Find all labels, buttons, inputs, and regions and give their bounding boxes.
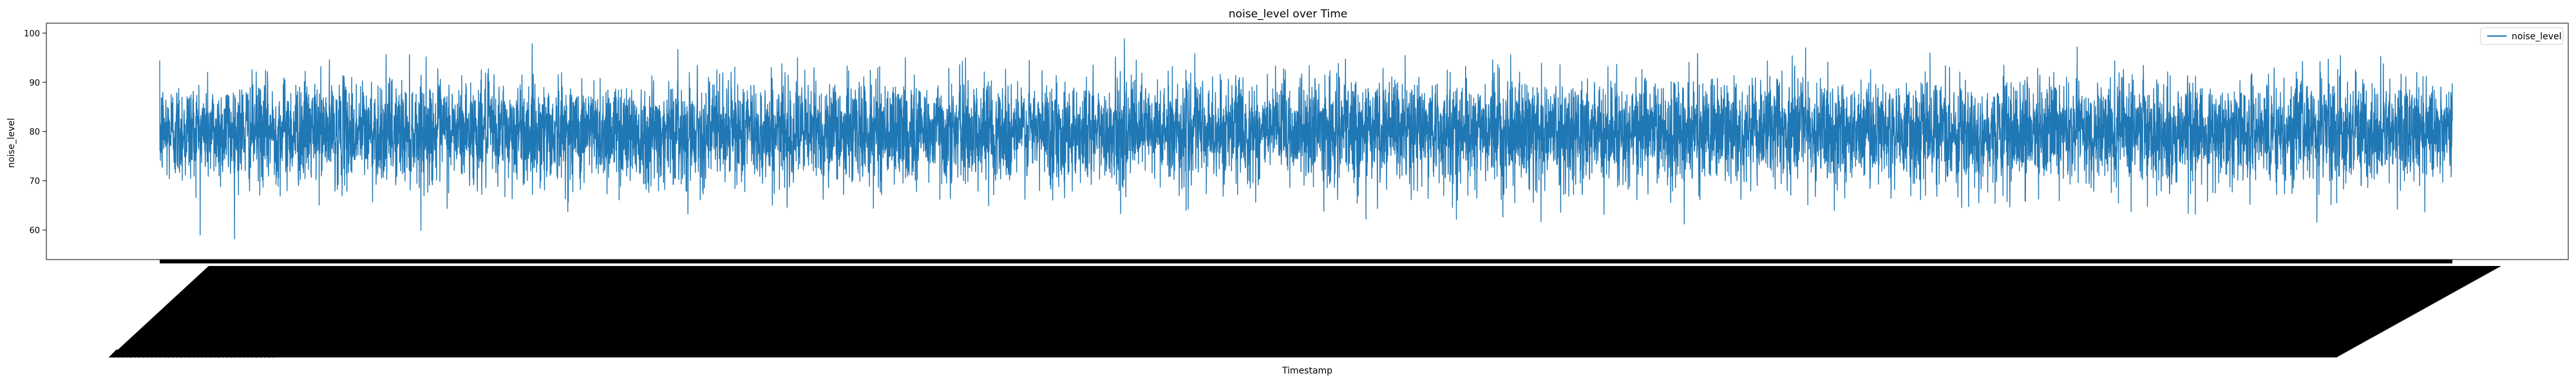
x-axis	[109, 260, 2501, 358]
x-tick-label	[234, 349, 243, 358]
legend-label: noise_level	[2512, 32, 2562, 42]
x-tick-label	[205, 349, 214, 358]
legend: noise_level	[2480, 27, 2564, 45]
x-tick-label	[171, 349, 181, 358]
x-axis-label: Timestamp	[1282, 366, 1332, 376]
x-tick-label	[113, 349, 122, 358]
x-tick-label	[142, 349, 151, 358]
x-tick-label	[184, 349, 193, 358]
x-tick-label	[180, 349, 189, 358]
x-tick-label	[243, 349, 252, 358]
y-axis-label: noise_level	[6, 118, 17, 168]
x-tick-label	[176, 349, 185, 358]
x-tick-label	[151, 349, 160, 358]
x-tick-label	[226, 349, 235, 358]
x-tick-label	[218, 349, 227, 358]
chart-title: noise_level over Time	[1229, 8, 1347, 21]
x-tick-label	[193, 349, 202, 358]
x-tick-label	[126, 349, 135, 358]
x-tick-label	[263, 349, 273, 358]
x-tick-label	[238, 349, 248, 358]
x-tick-label	[209, 349, 218, 358]
plot-area	[159, 38, 2453, 240]
y-tick-label: 80	[29, 128, 40, 137]
plot-frame	[46, 23, 2569, 260]
y-tick-label: 70	[29, 177, 40, 187]
x-tick-label	[230, 349, 240, 358]
x-tick-label	[146, 349, 156, 358]
x-tick-label	[247, 349, 256, 358]
x-tick-label	[260, 349, 269, 358]
x-tick-label	[121, 349, 131, 358]
x-tick-label	[129, 349, 139, 358]
x-tick-label	[159, 349, 168, 358]
x-tick-label	[188, 349, 198, 358]
x-tick-label	[109, 349, 118, 358]
x-tick-label	[134, 349, 143, 358]
x-tick-marks	[160, 260, 2452, 263]
x-tick-label	[251, 349, 260, 358]
x-tick-label	[138, 349, 147, 358]
series-line-noise-level	[159, 38, 2453, 240]
x-tick-label	[167, 349, 176, 358]
x-tick-labels-overlap	[109, 266, 2501, 357]
x-tick-label	[213, 349, 223, 358]
legend-box	[2480, 27, 2564, 45]
x-tick-label	[201, 349, 210, 358]
x-tick-label	[117, 349, 126, 358]
y-tick-label: 100	[24, 29, 40, 39]
y-axis: 60 70 80 90 100	[24, 29, 46, 236]
y-tick-label: 90	[29, 79, 40, 88]
x-tick-label	[163, 349, 173, 358]
x-tick-label	[155, 349, 164, 358]
x-tick-label	[272, 349, 281, 358]
x-tick-label	[196, 349, 206, 358]
x-tick-label	[222, 349, 231, 358]
y-tick-label: 60	[29, 226, 40, 236]
x-tick-label	[255, 349, 265, 358]
x-tick-label	[268, 349, 277, 358]
